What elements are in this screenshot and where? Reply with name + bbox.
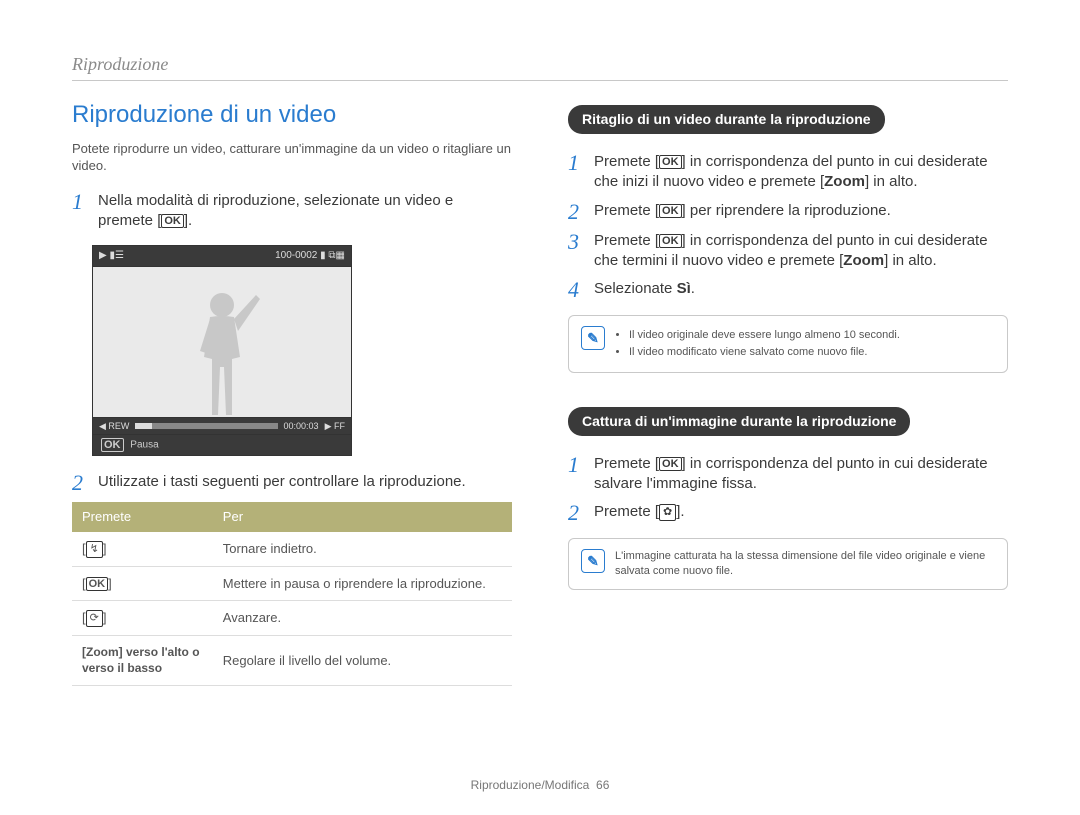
step-number: 2 — [568, 201, 586, 223]
desc-cell: Mettere in pausa o riprendere la riprodu… — [213, 566, 512, 601]
bold-label: Zoom — [824, 173, 865, 190]
rew-label: ◀ REW — [99, 420, 129, 432]
bold-label: Sì — [677, 280, 691, 297]
step: 3 Premete [OK] in corrispondenza del punt… — [568, 231, 1008, 272]
ok-icon: OK — [659, 155, 682, 169]
step-text: Premete [OK] in corrispondenza del punto… — [594, 231, 1008, 272]
divider — [72, 80, 1008, 81]
lcd-top-left: ▶ ▮☰ — [99, 249, 124, 263]
bold-label: Zoom — [843, 252, 884, 269]
page-title: Riproduzione di un video — [72, 99, 512, 131]
note-item: Il video modificato viene salvato come n… — [629, 345, 900, 360]
lcd-status-bar: ▶ ▮☰ 100-0002 ▮ ⧉▦ — [92, 245, 352, 266]
step-text: Premete [OK] in corrispondenza del punto… — [594, 454, 1008, 495]
camera-lcd-preview: ▶ ▮☰ 100-0002 ▮ ⧉▦ — [92, 245, 352, 456]
footer-page: 66 — [596, 778, 609, 792]
step-text: Utilizzate i tasti seguenti per controll… — [98, 472, 466, 492]
step: 1 Premete [OK] in corrispondenza del punt… — [568, 152, 1008, 193]
ok-icon: OK — [161, 214, 184, 228]
desc-cell: Avanzare. — [213, 601, 512, 636]
step-text-before: Nella modalità di riproduzione, selezion… — [98, 192, 453, 229]
step-number: 2 — [568, 502, 586, 524]
table-row: [⟳]Avanzare. — [72, 601, 512, 636]
page-footer: Riproduzione/Modifica 66 — [0, 777, 1080, 793]
note-icon: ✎ — [581, 549, 605, 573]
step-text-after: ]. — [184, 212, 192, 229]
section-header: Riproduzione — [72, 52, 1008, 76]
step-text: Premete [OK] in corrispondenza del punto… — [594, 152, 1008, 193]
th-key: Premete — [72, 502, 213, 532]
step-number: 2 — [72, 472, 90, 494]
step: 2 Premete [OK] per riprendere la riproduz… — [568, 201, 1008, 223]
ok-icon: OK — [659, 204, 682, 218]
lcd-progress-bar: ◀ REW 00:00:03 ▶ FF — [92, 418, 352, 435]
th-desc: Per — [213, 502, 512, 532]
key-cell: [Zoom] verso l'alto o verso il basso — [72, 636, 213, 685]
step-number: 1 — [568, 152, 586, 174]
right-column: Ritaglio di un video durante la riproduz… — [568, 99, 1008, 685]
note-box: ✎ Il video originale deve essere lungo a… — [568, 315, 1008, 373]
controls-table: Premete Per [↯]Tornare indietro.[OK]Mett… — [72, 502, 512, 685]
progress-track — [135, 423, 277, 429]
note-icon: ✎ — [581, 326, 605, 350]
left-step-1: 1 Nella modalità di riproduzione, selezi… — [72, 191, 512, 232]
step-number: 1 — [72, 191, 90, 213]
note-list: Il video originale deve essere lungo alm… — [615, 326, 900, 362]
note-box: ✎ L'immagine catturata ha la stessa dime… — [568, 538, 1008, 590]
table-row: [OK]Mettere in pausa o riprendere la rip… — [72, 566, 512, 601]
left-column: Riproduzione di un video Potete riprodur… — [72, 99, 512, 685]
table-row: [↯]Tornare indietro. — [72, 532, 512, 566]
lcd-screen — [92, 266, 352, 418]
step-number: 1 — [568, 454, 586, 476]
ok-icon: OK — [101, 438, 124, 452]
ok-icon: OK — [659, 457, 682, 471]
footer-text: Riproduzione/Modifica — [471, 778, 590, 792]
intro-text: Potete riprodurre un video, catturare un… — [72, 140, 512, 175]
note-text: L'immagine catturata ha la stessa dimens… — [615, 549, 995, 579]
step: 1 Premete [OK] in corrispondenza del punt… — [568, 454, 1008, 495]
key-cell: [↯] — [72, 532, 213, 566]
step: 2 Premete [✿]. — [568, 502, 1008, 524]
step-number: 4 — [568, 279, 586, 301]
ok-icon: OK — [659, 234, 682, 248]
left-step-2: 2 Utilizzate i tasti seguenti per contro… — [72, 472, 512, 494]
macro-icon: ✿ — [659, 504, 676, 521]
lcd-caption: OK Pausa — [92, 435, 352, 456]
time-label: 00:00:03 — [284, 420, 319, 432]
step-text: Nella modalità di riproduzione, selezion… — [98, 191, 512, 232]
key-cell: [OK] — [72, 566, 213, 601]
step: 4 Selezionate Sì. — [568, 279, 1008, 301]
subsection-pill: Cattura di un'immagine durante la riprod… — [568, 407, 910, 436]
person-silhouette-icon — [182, 287, 262, 417]
step-number: 3 — [568, 231, 586, 253]
ff-label: ▶ FF — [325, 420, 345, 432]
lcd-caption-text: Pausa — [130, 440, 158, 451]
note-item: Il video originale deve essere lungo alm… — [629, 328, 900, 343]
step-text: Selezionate Sì. — [594, 279, 695, 299]
table-row: [Zoom] verso l'alto o verso il bassoRego… — [72, 636, 512, 685]
lcd-top-right: 100-0002 ▮ ⧉▦ — [275, 249, 345, 263]
subsection-pill: Ritaglio di un video durante la riproduz… — [568, 105, 885, 134]
step-text: Premete [OK] per riprendere la riproduzi… — [594, 201, 891, 221]
key-cell: [⟳] — [72, 601, 213, 636]
desc-cell: Regolare il livello del volume. — [213, 636, 512, 685]
step-text: Premete [✿]. — [594, 502, 685, 522]
desc-cell: Tornare indietro. — [213, 532, 512, 566]
